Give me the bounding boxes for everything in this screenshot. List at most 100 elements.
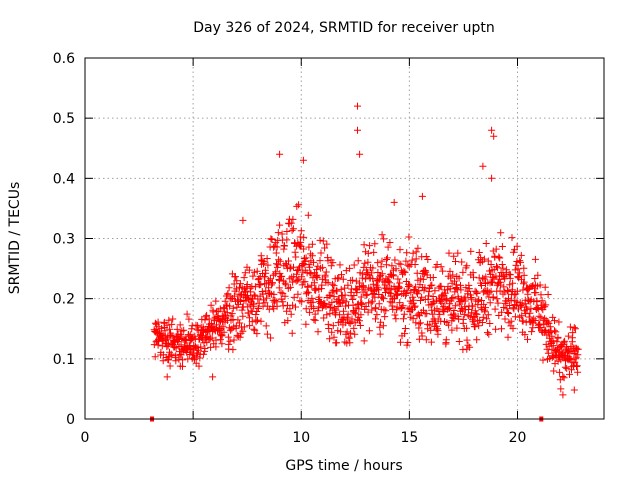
data-point	[330, 282, 338, 290]
data-point	[530, 315, 538, 323]
data-point	[571, 358, 579, 366]
data-point	[480, 300, 488, 308]
data-point	[213, 321, 220, 329]
data-point	[406, 281, 414, 289]
data-point	[431, 287, 439, 295]
data-point	[412, 255, 420, 263]
data-point	[281, 292, 289, 300]
data-point	[401, 330, 409, 338]
data-point	[549, 313, 557, 321]
data-point	[250, 300, 258, 308]
data-point	[401, 325, 409, 332]
data-point	[172, 344, 180, 352]
y-tick-label: 0.2	[53, 292, 75, 308]
data-point	[262, 269, 270, 277]
data-point	[531, 255, 539, 263]
data-point	[205, 336, 213, 344]
data-point	[499, 264, 507, 272]
grid-lines	[85, 58, 604, 419]
data-point	[470, 273, 477, 281]
data-point	[233, 331, 241, 339]
data-point	[369, 280, 377, 288]
data-point	[293, 270, 301, 278]
data-point	[176, 321, 184, 329]
data-point	[310, 258, 317, 266]
data-point	[338, 271, 345, 279]
data-point	[246, 314, 253, 322]
data-point	[328, 288, 336, 296]
data-points	[150, 102, 582, 399]
data-point	[226, 326, 234, 334]
data-point	[308, 294, 316, 302]
data-point	[376, 330, 384, 338]
data-point	[290, 263, 297, 271]
data-point	[287, 219, 295, 227]
data-point	[225, 340, 233, 348]
data-point	[364, 258, 372, 266]
data-point	[240, 323, 248, 331]
data-point	[364, 249, 372, 257]
data-point	[344, 281, 352, 289]
data-point	[201, 345, 209, 352]
data-point	[471, 307, 479, 315]
data-point	[366, 242, 374, 250]
data-point	[330, 333, 338, 341]
data-point	[283, 228, 291, 235]
data-point	[253, 308, 261, 315]
data-point	[523, 305, 531, 313]
data-point	[226, 337, 234, 345]
data-point	[354, 102, 361, 110]
data-point	[292, 253, 300, 261]
data-point	[362, 291, 370, 299]
data-point	[500, 304, 508, 311]
data-point	[354, 257, 362, 265]
data-point	[288, 226, 296, 234]
data-point	[426, 321, 434, 329]
data-point	[358, 300, 366, 308]
data-point	[518, 312, 526, 320]
data-point	[525, 313, 533, 321]
data-point	[289, 278, 297, 286]
data-point	[264, 261, 272, 269]
data-point	[458, 258, 466, 266]
data-point	[480, 255, 488, 263]
data-point	[283, 261, 290, 269]
data-point	[243, 281, 251, 288]
x-axis-label: GPS time / hours	[285, 458, 402, 474]
data-point	[324, 257, 332, 265]
data-point	[218, 340, 226, 348]
data-point	[415, 320, 423, 328]
data-point	[224, 290, 232, 298]
data-point	[361, 259, 369, 267]
data-point	[440, 308, 448, 316]
data-point	[541, 283, 549, 291]
data-point	[410, 296, 418, 304]
data-point	[506, 271, 514, 279]
data-point	[246, 301, 254, 309]
data-point	[371, 293, 379, 301]
data-point	[394, 275, 402, 283]
data-point	[357, 293, 365, 301]
data-point	[437, 263, 445, 271]
data-point	[302, 254, 310, 262]
data-point	[229, 346, 237, 354]
data-point	[468, 309, 476, 317]
data-point	[314, 307, 322, 315]
data-point	[443, 296, 451, 304]
data-point	[354, 126, 361, 134]
data-point	[250, 291, 258, 299]
data-point	[375, 300, 383, 308]
data-point	[356, 150, 364, 158]
data-point	[326, 310, 334, 318]
data-point	[319, 237, 327, 245]
data-point	[378, 270, 386, 278]
data-point	[528, 328, 536, 336]
data-point	[453, 281, 460, 289]
data-point	[437, 282, 445, 290]
data-point	[285, 257, 292, 265]
data-point	[484, 311, 492, 319]
data-point	[405, 283, 412, 290]
data-point	[495, 253, 503, 261]
data-point	[359, 270, 367, 278]
data-point	[524, 335, 531, 343]
